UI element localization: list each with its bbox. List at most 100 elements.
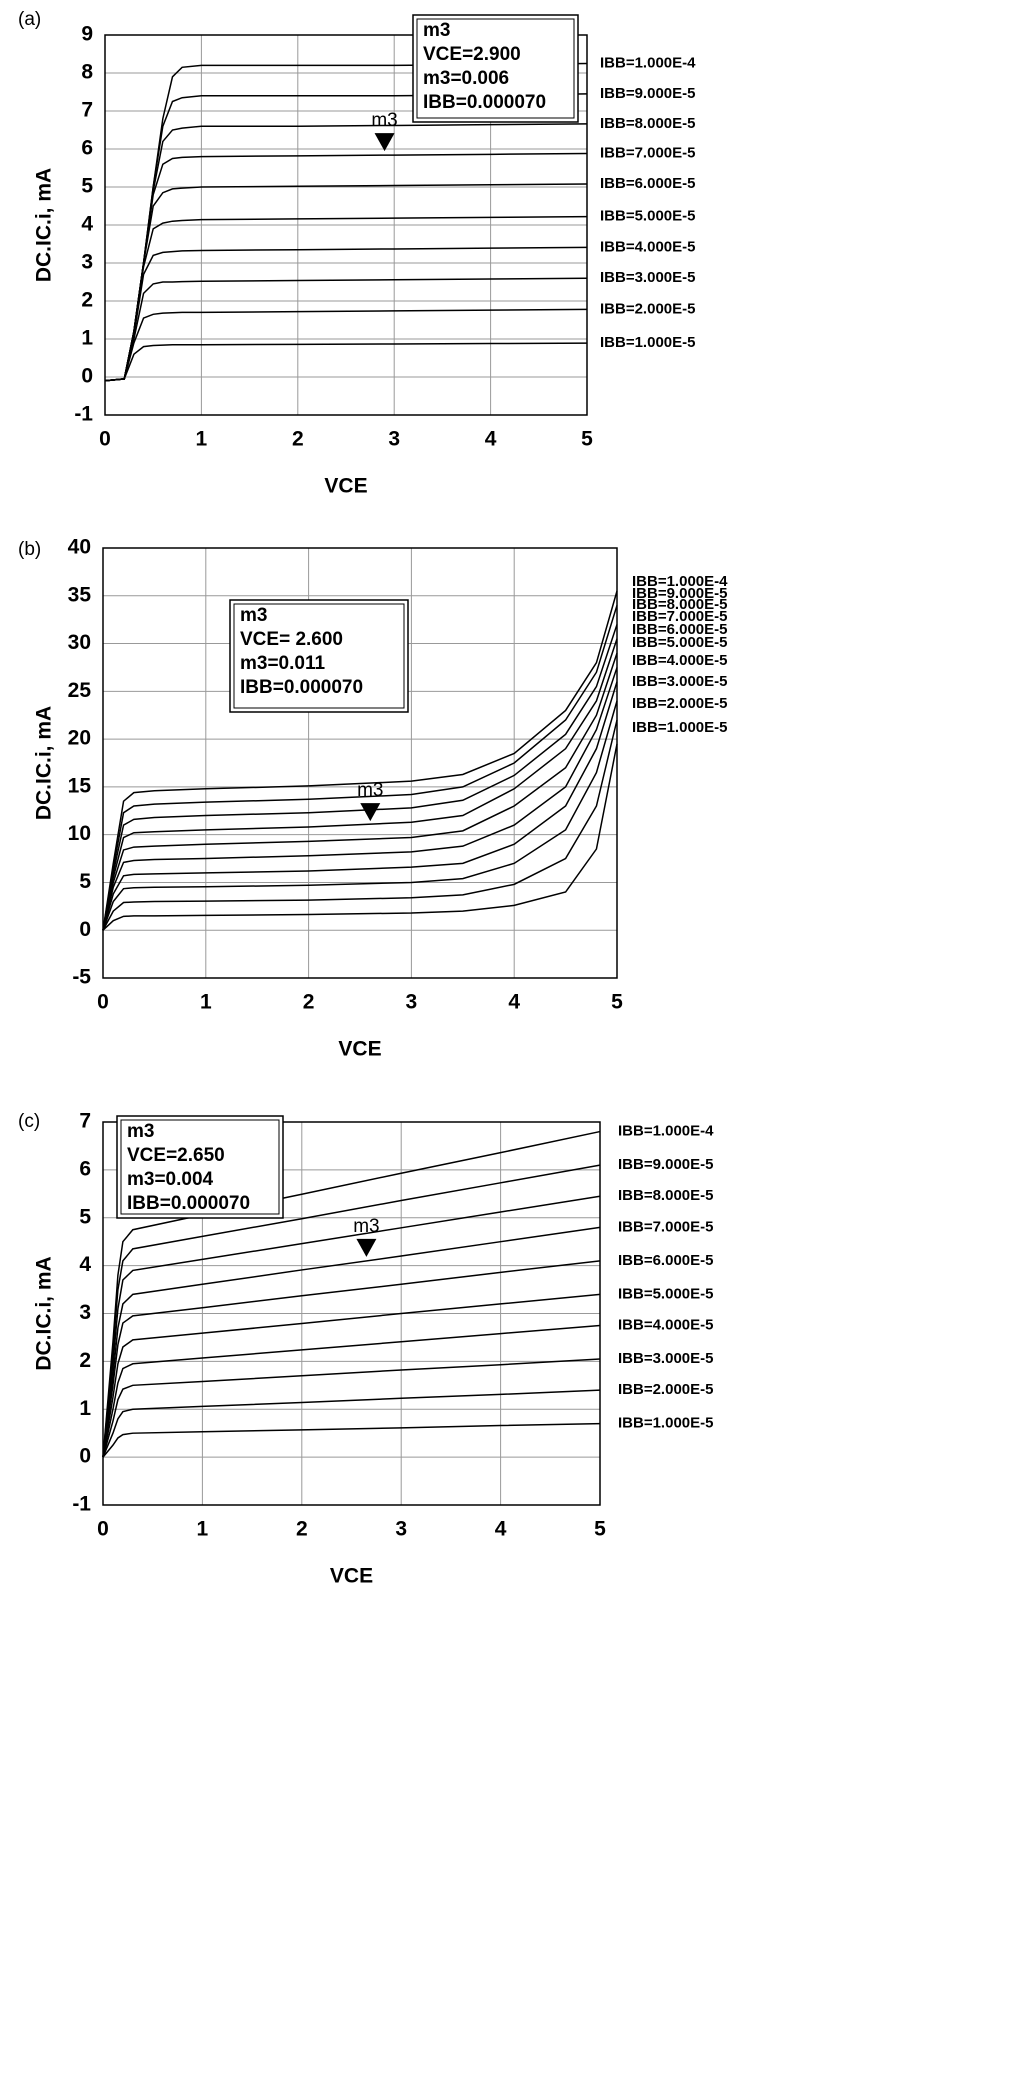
legend-label: IBB=3.000E-5 bbox=[632, 673, 727, 690]
legend-label: IBB=5.000E-5 bbox=[618, 1285, 713, 1302]
series-line bbox=[102, 1260, 601, 1458]
y-tick-label: 1 bbox=[79, 1397, 91, 1420]
x-tick-label: 1 bbox=[200, 991, 212, 1014]
series-line bbox=[102, 1293, 601, 1458]
series-line bbox=[104, 246, 588, 382]
legend-label: IBB=2.000E-5 bbox=[600, 300, 695, 317]
y-tick-label: 3 bbox=[79, 1301, 91, 1324]
readout-text: m3=0.006 bbox=[423, 68, 509, 89]
legend-label: IBB=4.000E-5 bbox=[632, 652, 727, 669]
series-line bbox=[104, 342, 588, 382]
y-tick-label: 3 bbox=[81, 251, 93, 274]
legend-label: IBB=4.000E-5 bbox=[600, 238, 695, 255]
y-tick-label: 6 bbox=[79, 1157, 91, 1180]
readout-text: m3 bbox=[240, 605, 267, 626]
readout-box bbox=[412, 14, 579, 123]
series-line bbox=[104, 123, 588, 382]
series-line bbox=[104, 215, 588, 382]
legend-label: IBB=9.000E-5 bbox=[632, 585, 727, 602]
y-tick-label: 0 bbox=[81, 365, 93, 388]
y-tick-label: 1 bbox=[81, 327, 93, 350]
series-line bbox=[102, 1130, 601, 1458]
y-axis-title: DC.IC.i, mA bbox=[33, 1256, 56, 1370]
y-tick-label: 0 bbox=[79, 1445, 91, 1468]
series-line bbox=[104, 277, 588, 382]
y-tick-label: 40 bbox=[68, 536, 91, 559]
y-tick-label: 5 bbox=[81, 175, 93, 198]
y-tick-label: 6 bbox=[81, 137, 93, 160]
x-tick-label: 5 bbox=[581, 428, 593, 451]
legend-label: IBB=1.000E-5 bbox=[632, 719, 727, 736]
x-axis-title: VCE bbox=[324, 475, 367, 498]
x-tick-label: 2 bbox=[303, 991, 315, 1014]
y-tick-label: -5 bbox=[72, 966, 91, 989]
x-tick-label: 4 bbox=[495, 1518, 507, 1541]
y-tick-label: 5 bbox=[79, 870, 91, 893]
series-line bbox=[104, 152, 588, 382]
y-tick-label: 2 bbox=[79, 1349, 91, 1372]
y-tick-label: 0 bbox=[79, 918, 91, 941]
series-line bbox=[104, 308, 588, 382]
legend-label: IBB=5.000E-5 bbox=[600, 208, 695, 225]
x-tick-label: 3 bbox=[406, 991, 418, 1014]
legend-label: IBB=3.000E-5 bbox=[600, 269, 695, 286]
y-tick-label: 7 bbox=[81, 99, 93, 122]
legend-label: IBB=7.000E-5 bbox=[632, 608, 727, 625]
legend-label: IBB=3.000E-5 bbox=[618, 1350, 713, 1367]
y-axis-title: DC.IC.i, mA bbox=[33, 168, 56, 282]
legend-label: IBB=1.000E-4 bbox=[618, 1123, 714, 1140]
x-tick-label: 4 bbox=[485, 428, 497, 451]
legend-label: IBB=1.000E-5 bbox=[600, 334, 695, 351]
legend-label: IBB=6.000E-5 bbox=[600, 175, 695, 192]
legend-label: IBB=5.000E-5 bbox=[632, 634, 727, 651]
legend-label: IBB=2.000E-5 bbox=[632, 695, 727, 712]
series-line bbox=[102, 1226, 601, 1458]
readout-text: m3=0.004 bbox=[127, 1169, 214, 1190]
x-axis-title: VCE bbox=[338, 1038, 381, 1061]
readout-text: m3 bbox=[127, 1121, 154, 1142]
legend-label: IBB=1.000E-4 bbox=[632, 573, 728, 590]
legend-label: IBB=8.000E-5 bbox=[632, 596, 727, 613]
series-line bbox=[102, 1195, 601, 1458]
y-tick-label: 25 bbox=[68, 679, 92, 702]
legend-label: IBB=1.000E-5 bbox=[618, 1415, 713, 1432]
series-line bbox=[102, 681, 618, 931]
series-line bbox=[102, 719, 618, 931]
legend-label: IBB=8.000E-5 bbox=[618, 1187, 713, 1204]
plot-frame bbox=[102, 1121, 601, 1506]
x-tick-label: 3 bbox=[388, 428, 400, 451]
series-line bbox=[102, 743, 618, 931]
readout-text: IBB=0.000070 bbox=[127, 1193, 250, 1214]
y-tick-label: 9 bbox=[81, 23, 93, 46]
readout-text: VCE=2.650 bbox=[127, 1145, 225, 1166]
legend-label: IBB=4.000E-5 bbox=[618, 1316, 713, 1333]
readout-text: VCE=2.900 bbox=[423, 44, 521, 65]
series-line bbox=[102, 638, 618, 931]
series-line bbox=[102, 590, 618, 931]
y-tick-label: 35 bbox=[68, 583, 92, 606]
series-line bbox=[102, 667, 618, 931]
legend-label: IBB=7.000E-5 bbox=[618, 1218, 713, 1235]
x-tick-label: 4 bbox=[508, 991, 520, 1014]
y-tick-label: 4 bbox=[79, 1253, 91, 1276]
x-tick-label: 1 bbox=[197, 1518, 209, 1541]
marker-label: m3 bbox=[353, 1216, 379, 1237]
readout-text: IBB=0.000070 bbox=[423, 92, 546, 113]
legend-label: IBB=9.000E-5 bbox=[600, 85, 695, 102]
series-line bbox=[102, 605, 618, 931]
panel-label: (c) bbox=[18, 1111, 40, 1132]
x-tick-label: 5 bbox=[611, 991, 623, 1014]
series-line bbox=[102, 1164, 601, 1458]
plot-frame bbox=[104, 34, 588, 416]
panel-label: (b) bbox=[18, 539, 41, 560]
legend-label: IBB=6.000E-5 bbox=[632, 621, 727, 638]
series-line bbox=[102, 1324, 601, 1458]
legend-label: IBB=1.000E-4 bbox=[600, 54, 696, 71]
series-line bbox=[102, 700, 618, 931]
y-tick-label: -1 bbox=[74, 403, 93, 426]
x-tick-label: 2 bbox=[296, 1518, 308, 1541]
marker bbox=[360, 803, 381, 822]
legend-label: IBB=6.000E-5 bbox=[618, 1252, 713, 1269]
